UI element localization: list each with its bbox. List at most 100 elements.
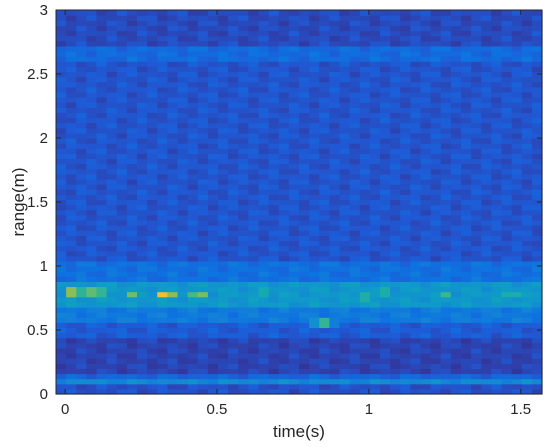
heatmap-cell <box>420 138 432 144</box>
heatmap-cell <box>471 117 482 124</box>
heatmap-cell <box>349 40 361 47</box>
heatmap-cell <box>126 332 138 339</box>
heatmap-cell <box>400 225 411 231</box>
heatmap-cell <box>390 178 401 185</box>
heatmap-cell <box>218 127 229 134</box>
heatmap-cell <box>147 235 158 241</box>
heatmap-cell <box>521 102 533 108</box>
heatmap-cell <box>531 61 543 67</box>
heatmap-cell <box>56 50 67 57</box>
heatmap-cell <box>471 306 482 313</box>
heatmap-cell <box>440 301 452 308</box>
heatmap-cell <box>76 250 87 257</box>
heatmap-cell <box>258 86 270 93</box>
heatmap-cell <box>400 158 411 165</box>
heatmap-cell <box>390 40 401 47</box>
heatmap-cell <box>278 342 290 349</box>
heatmap-cell <box>450 112 462 119</box>
heatmap-cell <box>56 266 67 272</box>
heatmap-cell <box>491 209 503 216</box>
heatmap-cell <box>471 230 482 236</box>
heatmap-cell <box>197 91 209 98</box>
heatmap-cell <box>430 378 442 385</box>
heatmap-cell <box>56 235 67 241</box>
heatmap-cell <box>187 332 199 339</box>
heatmap-cell <box>369 138 381 144</box>
heatmap-cell <box>349 378 361 385</box>
heatmap-cell <box>167 189 179 195</box>
heatmap-cell <box>461 40 472 47</box>
heatmap-cell <box>76 153 87 160</box>
heatmap-cell <box>329 25 341 32</box>
heatmap-cell <box>187 286 199 293</box>
heatmap-cell <box>288 153 300 160</box>
heatmap-cell <box>248 342 260 349</box>
heatmap-cell <box>511 107 523 113</box>
heatmap-cell <box>511 250 523 257</box>
heatmap-cell <box>238 117 249 124</box>
heatmap-cell <box>359 61 371 67</box>
heatmap-cell <box>531 317 543 323</box>
heatmap-cell <box>400 306 411 313</box>
heatmap-cell <box>137 117 148 124</box>
heatmap-cell <box>511 312 523 318</box>
heatmap-cell <box>96 358 108 364</box>
heatmap-cell <box>288 76 300 83</box>
heatmap-cell <box>228 301 239 308</box>
heatmap-cell <box>288 281 300 288</box>
heatmap-cell <box>278 122 290 129</box>
heatmap-cell <box>430 225 442 231</box>
heatmap-cell <box>238 373 249 380</box>
heatmap-cell <box>511 322 523 329</box>
heatmap-cell <box>521 250 533 257</box>
heatmap-cell <box>430 30 442 37</box>
heatmap-cell <box>268 86 280 93</box>
heatmap-cell <box>501 178 513 185</box>
heatmap-cell <box>501 204 513 211</box>
heatmap-cell <box>501 235 513 241</box>
heatmap-cell <box>400 56 411 62</box>
heatmap-cell <box>511 271 523 277</box>
heatmap-cell <box>137 327 148 334</box>
heatmap-cell <box>96 168 108 175</box>
heatmap-cell <box>420 301 432 308</box>
heatmap-cell <box>430 363 442 369</box>
heatmap-cell <box>461 102 472 108</box>
heatmap-cell <box>187 97 199 103</box>
heatmap-cell <box>349 276 361 282</box>
heatmap-cell <box>268 245 280 252</box>
heatmap-cell <box>400 127 411 134</box>
heatmap-cell <box>258 173 270 180</box>
heatmap-cell <box>116 204 128 211</box>
heatmap-cell <box>76 40 87 47</box>
heatmap-cell <box>420 199 432 206</box>
heatmap-cell <box>440 107 452 113</box>
heatmap-cell <box>440 225 452 231</box>
heatmap-cell <box>147 199 158 206</box>
heatmap-cell <box>299 214 310 221</box>
heatmap-cell <box>207 143 219 149</box>
heatmap-cell <box>228 81 239 88</box>
heatmap-cell <box>248 138 260 144</box>
heatmap-cell <box>521 81 533 88</box>
heatmap-cell <box>339 209 351 216</box>
heatmap-cell <box>369 255 381 262</box>
heatmap-cell <box>278 30 290 37</box>
heatmap-cell <box>471 342 482 349</box>
heatmap-cell <box>218 286 229 293</box>
heatmap-cell <box>76 194 87 201</box>
heatmap-cell <box>248 173 260 180</box>
heatmap-cell <box>481 235 492 241</box>
heatmap-cell <box>228 327 239 334</box>
heatmap-cell <box>96 296 108 303</box>
heatmap-cell <box>288 291 300 298</box>
heatmap-cell <box>96 235 108 241</box>
heatmap-cell <box>359 40 371 47</box>
heatmap-cell <box>126 204 138 211</box>
heatmap-cell <box>86 97 98 103</box>
heatmap-cell <box>187 117 199 124</box>
heatmap-cell <box>218 291 229 298</box>
heatmap-cell <box>369 312 381 318</box>
heatmap-cell <box>238 71 249 78</box>
heatmap-cell <box>66 214 77 221</box>
